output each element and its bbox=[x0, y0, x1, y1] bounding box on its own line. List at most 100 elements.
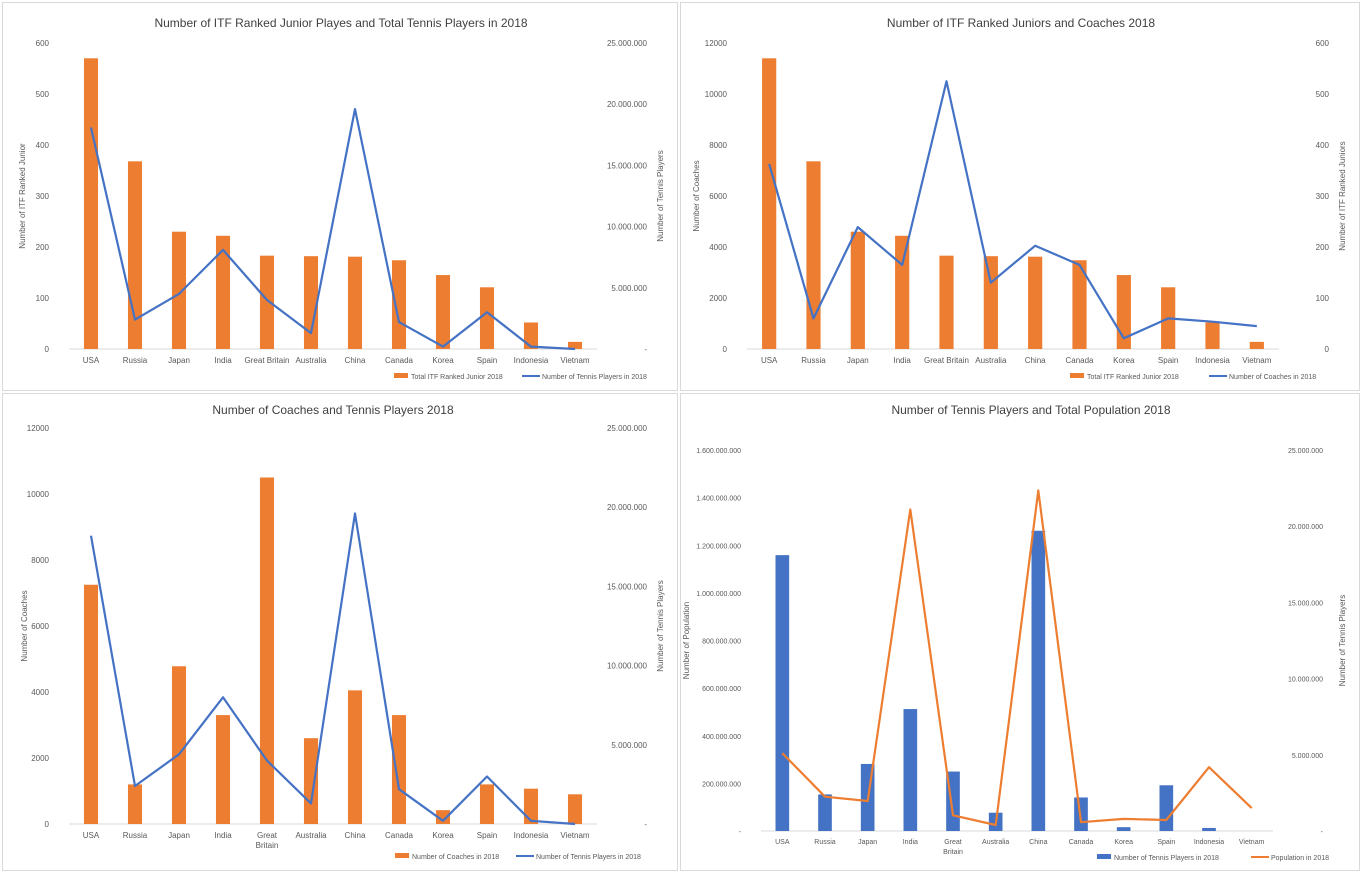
y2-axis-title: Number of ITF Ranked Juniors bbox=[1338, 141, 1347, 250]
chart-svg: Number of Tennis Players and Total Popul… bbox=[682, 403, 1347, 862]
bar bbox=[83, 58, 99, 350]
bar bbox=[775, 555, 790, 831]
y-tick-label: 1.400.000.000 bbox=[696, 496, 741, 503]
category-label: Russia bbox=[123, 831, 148, 840]
bar bbox=[1205, 322, 1220, 349]
bar bbox=[479, 287, 495, 349]
y-tick-label: 1.200.000.000 bbox=[696, 543, 741, 550]
category-label: India bbox=[903, 839, 918, 846]
category-label: Vietnam bbox=[560, 356, 590, 365]
category-label: Russia bbox=[123, 356, 148, 365]
category-label: Great Britain bbox=[245, 356, 290, 365]
bar bbox=[215, 715, 231, 824]
category-label: Spain bbox=[1157, 839, 1175, 846]
category-label: Canada bbox=[385, 831, 414, 840]
category-label: China bbox=[345, 356, 366, 365]
category-label: USA bbox=[83, 831, 100, 840]
category-label: Australia bbox=[295, 831, 327, 840]
bar bbox=[1028, 256, 1043, 349]
bar bbox=[983, 256, 998, 349]
category-label: Australia bbox=[982, 839, 1009, 846]
category-label: China bbox=[1025, 356, 1046, 365]
series-line bbox=[781, 489, 1253, 827]
chart-svg: Number of ITF Ranked Juniors and Coaches… bbox=[692, 16, 1347, 381]
bar bbox=[435, 275, 451, 349]
bar bbox=[83, 584, 99, 824]
bar bbox=[347, 690, 363, 824]
y-tick-label: 2000 bbox=[709, 294, 727, 303]
series-line bbox=[89, 107, 576, 351]
chart-title: Number of ITF Ranked Junior Playes and T… bbox=[154, 16, 527, 30]
category-label: Great Britain bbox=[256, 831, 279, 850]
y-tick-label: 4000 bbox=[31, 688, 49, 697]
bar bbox=[127, 784, 143, 824]
category-label: Korea bbox=[432, 356, 454, 365]
y2-tick-label: 400 bbox=[1316, 141, 1330, 150]
chart-title: Number of ITF Ranked Juniors and Coaches… bbox=[887, 16, 1155, 30]
category-label: USA bbox=[761, 356, 778, 365]
y-tick-label: 12000 bbox=[705, 39, 728, 48]
category-label: India bbox=[893, 356, 911, 365]
category-label: Russia bbox=[814, 839, 836, 846]
y2-tick-label: 300 bbox=[1316, 192, 1330, 201]
y-tick-label: 300 bbox=[36, 192, 50, 201]
bar bbox=[895, 235, 910, 349]
y-tick-label: 10000 bbox=[705, 90, 728, 99]
y-tick-label: 400.000.000 bbox=[702, 734, 741, 741]
bar bbox=[259, 255, 275, 349]
y-axis-title: Number of Coaches bbox=[692, 160, 701, 231]
bar bbox=[523, 788, 539, 824]
y2-tick-label: 5.000.000 bbox=[611, 741, 647, 750]
bar bbox=[435, 810, 451, 824]
chart-itf-juniors-vs-tennis-players: Number of ITF Ranked Junior Playes and T… bbox=[2, 2, 678, 391]
y2-tick-label: 25.000.000 bbox=[607, 424, 648, 433]
bar bbox=[127, 161, 143, 349]
legend-label: Number of Coaches in 2018 bbox=[412, 854, 499, 861]
bar bbox=[762, 58, 777, 350]
y2-tick-label: 15.000.000 bbox=[1288, 600, 1323, 607]
bar bbox=[1072, 260, 1087, 349]
legend-label: Population in 2018 bbox=[1271, 855, 1329, 862]
category-label: Japan bbox=[847, 356, 869, 365]
category-label: Russia bbox=[801, 356, 826, 365]
y-tick-label: 600 bbox=[36, 39, 50, 48]
y-tick-label: 200.000.000 bbox=[702, 781, 741, 788]
bar bbox=[391, 715, 407, 824]
category-label: Canada bbox=[1069, 839, 1094, 846]
bar bbox=[1031, 530, 1046, 831]
y2-tick-label: - bbox=[644, 820, 647, 829]
y-tick-label: 0 bbox=[45, 820, 50, 829]
y2-tick-label: 10.000.000 bbox=[1288, 677, 1323, 684]
y2-tick-label: 5.000.000 bbox=[611, 284, 647, 293]
legend-label: Number of Tennis Players in 2018 bbox=[542, 374, 647, 381]
y-tick-label: 1.600.000.000 bbox=[696, 448, 741, 455]
y-tick-label: 4000 bbox=[709, 243, 727, 252]
y-tick-label: 2000 bbox=[31, 754, 49, 763]
legend-label: Total ITF Ranked Junior 2018 bbox=[411, 374, 503, 381]
bar bbox=[806, 161, 821, 349]
legend-label: Number of Coaches in 2018 bbox=[1229, 374, 1316, 381]
y-tick-label: 12000 bbox=[27, 424, 50, 433]
y-tick-label: 8000 bbox=[31, 556, 49, 565]
category-label: Spain bbox=[477, 831, 497, 840]
category-label: Great Britain bbox=[943, 839, 963, 856]
category-label: Korea bbox=[1114, 839, 1133, 846]
bar bbox=[850, 231, 865, 349]
bar bbox=[171, 231, 187, 349]
bar bbox=[567, 341, 583, 349]
y2-tick-label: 500 bbox=[1316, 90, 1330, 99]
category-label: Spain bbox=[477, 356, 497, 365]
category-label: India bbox=[214, 356, 232, 365]
category-label: Korea bbox=[1113, 356, 1135, 365]
category-label: Japan bbox=[168, 356, 190, 365]
category-label: Australia bbox=[975, 356, 1007, 365]
category-label: USA bbox=[775, 839, 790, 846]
category-label: Vietnam bbox=[560, 831, 590, 840]
y2-tick-label: 25.000.000 bbox=[607, 39, 648, 48]
y2-tick-label: 600 bbox=[1316, 39, 1330, 48]
y-tick-label: 800.000.000 bbox=[702, 639, 741, 646]
chart-title: Number of Tennis Players and Total Popul… bbox=[891, 403, 1170, 417]
y-tick-label: 0 bbox=[723, 345, 728, 354]
y2-tick-label: - bbox=[1321, 829, 1324, 836]
